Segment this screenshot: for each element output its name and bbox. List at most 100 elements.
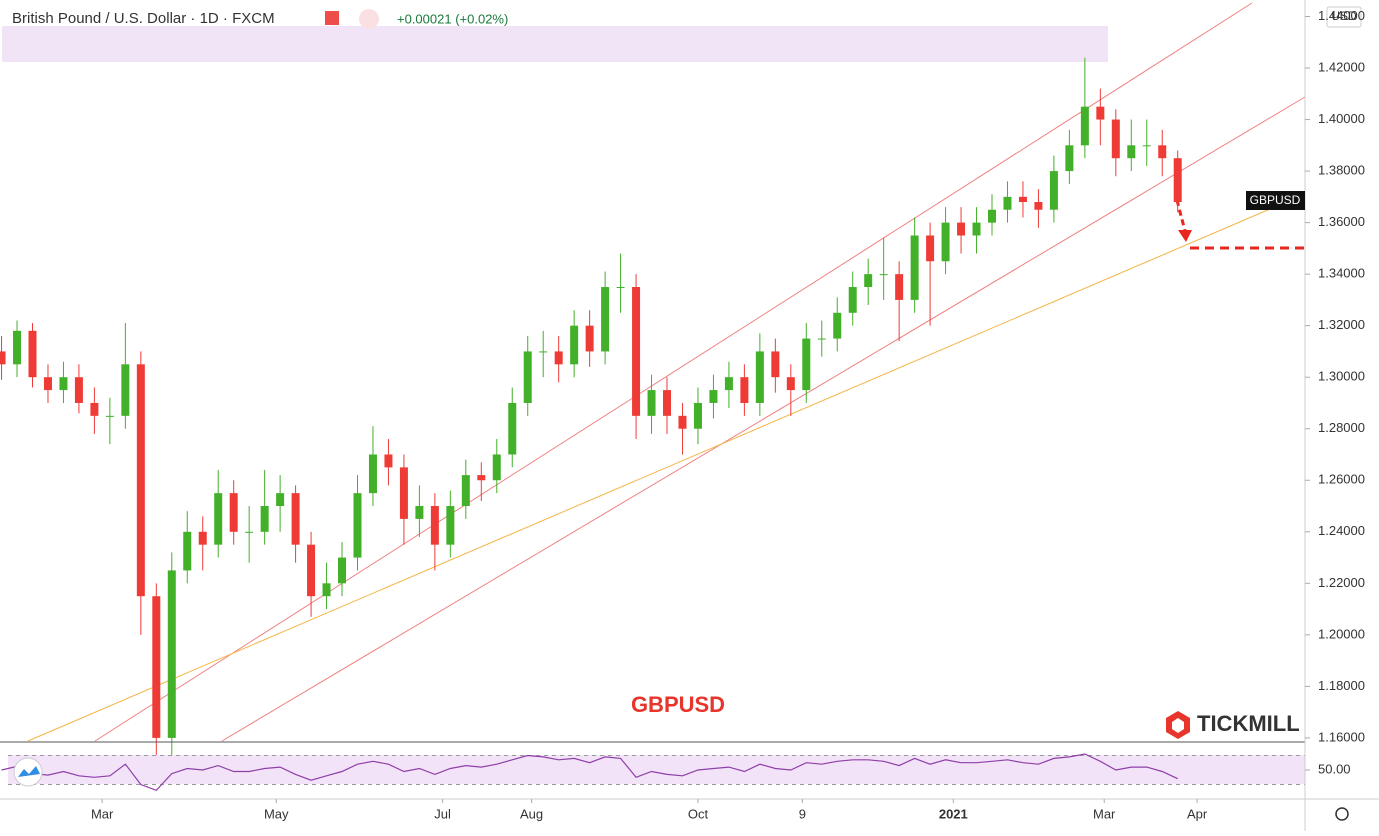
x-tick-label: Mar — [1093, 806, 1116, 821]
candle-body — [0, 351, 6, 365]
resistance-zone — [2, 26, 1108, 62]
price-tag: GBPUSD — [1250, 193, 1301, 207]
candle-body — [570, 325, 579, 365]
candle-body — [1080, 106, 1089, 146]
y-tick-label: 1.28000 — [1318, 420, 1365, 435]
candle-body — [1158, 145, 1167, 159]
candle-body — [910, 235, 919, 300]
candle-body — [276, 493, 285, 507]
candle-body — [585, 325, 594, 352]
candle-body — [539, 351, 548, 353]
candle-body — [461, 475, 470, 507]
candle-body — [663, 390, 672, 416]
currency-box — [1326, 6, 1362, 28]
candle-body — [492, 454, 501, 481]
y-tick-label: 1.16000 — [1318, 729, 1365, 744]
x-tick-label: Jul — [434, 806, 451, 821]
rsi-line — [1, 753, 1178, 792]
candle-body — [647, 390, 656, 416]
symbol-title: British Pound / U.S. Dollar · 1D · FXCM — [12, 10, 275, 27]
candle-body — [229, 493, 238, 532]
candle-body — [90, 402, 99, 416]
logo-badge — [13, 757, 43, 787]
y-tick-label: 1.34000 — [1318, 266, 1365, 281]
candle-body — [13, 330, 22, 365]
candle-body — [136, 364, 145, 597]
candle-body — [322, 583, 331, 597]
candle-body — [988, 209, 997, 223]
y-tick-label: 50.00 — [1318, 761, 1351, 776]
candle-body — [183, 531, 192, 571]
rsi-band — [8, 755, 1305, 784]
candle-body — [1003, 196, 1012, 210]
candle-body — [1111, 119, 1120, 159]
candle-body — [1049, 171, 1058, 210]
price-change: +0.00021 (+0.02%) — [397, 11, 508, 26]
x-tick-label: 9 — [799, 806, 806, 821]
candle-body — [446, 506, 455, 545]
candle-body — [957, 222, 966, 236]
candle-body — [121, 364, 130, 416]
candle-body — [353, 493, 362, 558]
logo-icon — [18, 766, 40, 777]
price-plot — [0, 57, 1182, 764]
candle-body — [28, 330, 37, 378]
y-tick-label: 1.40000 — [1318, 111, 1365, 126]
y-tick-label: 1.22000 — [1318, 575, 1365, 590]
candle-body — [152, 596, 161, 738]
candle-body — [523, 351, 532, 403]
channel-lower — [221, 96, 1306, 742]
candle-body — [678, 415, 687, 429]
candle-body — [693, 402, 702, 429]
candle-body — [972, 222, 981, 236]
candle-body — [833, 312, 842, 339]
y-tick-label: 1.36000 — [1318, 214, 1365, 229]
candle-body — [786, 377, 795, 391]
candle-body — [307, 544, 316, 597]
candle-body — [1142, 145, 1151, 147]
candle-body — [291, 493, 300, 545]
y-tick-label: 1.18000 — [1318, 678, 1365, 693]
watermark: GBPUSD — [631, 692, 725, 717]
candle-body — [709, 390, 718, 403]
candle-body — [755, 351, 764, 403]
currency-label: USD — [1331, 9, 1357, 23]
candle-body — [848, 287, 857, 313]
candle-body — [415, 506, 424, 519]
x-tick-label: May — [264, 806, 289, 821]
x-tick-label: Mar — [91, 806, 114, 821]
candle-body — [74, 377, 83, 403]
candle-body — [1096, 106, 1105, 120]
candle-body — [632, 287, 641, 416]
candle-body — [1018, 196, 1027, 202]
candle-body — [338, 557, 347, 584]
candle-body — [616, 287, 625, 289]
candle-body — [864, 274, 873, 288]
brand-logo-inner — [1172, 718, 1184, 733]
y-tick-label: 1.42000 — [1318, 59, 1365, 74]
candle-body — [105, 415, 114, 417]
candle-body — [926, 235, 935, 262]
candle-body — [1065, 145, 1074, 172]
candle-body — [771, 351, 780, 378]
candle-body — [895, 274, 904, 300]
candle-body — [43, 377, 52, 391]
arrow-head — [1178, 230, 1192, 242]
settings-icon[interactable] — [1335, 807, 1349, 821]
candle-body — [1034, 201, 1043, 210]
x-tick-label: Aug — [520, 806, 543, 821]
y-tick-label: 1.24000 — [1318, 523, 1365, 538]
y-tick-label: 1.26000 — [1318, 472, 1365, 487]
rsi-plot — [1, 753, 1305, 792]
candle-body — [214, 493, 223, 545]
y-tick-label: 1.32000 — [1318, 317, 1365, 332]
candle-body — [740, 377, 749, 403]
candle-body — [601, 287, 610, 352]
x-tick-label: Apr — [1187, 806, 1208, 821]
candle-body — [368, 454, 377, 494]
y-tick-label: 1.44000 — [1318, 8, 1365, 23]
candle-body — [554, 351, 563, 365]
candle-body — [167, 570, 176, 738]
